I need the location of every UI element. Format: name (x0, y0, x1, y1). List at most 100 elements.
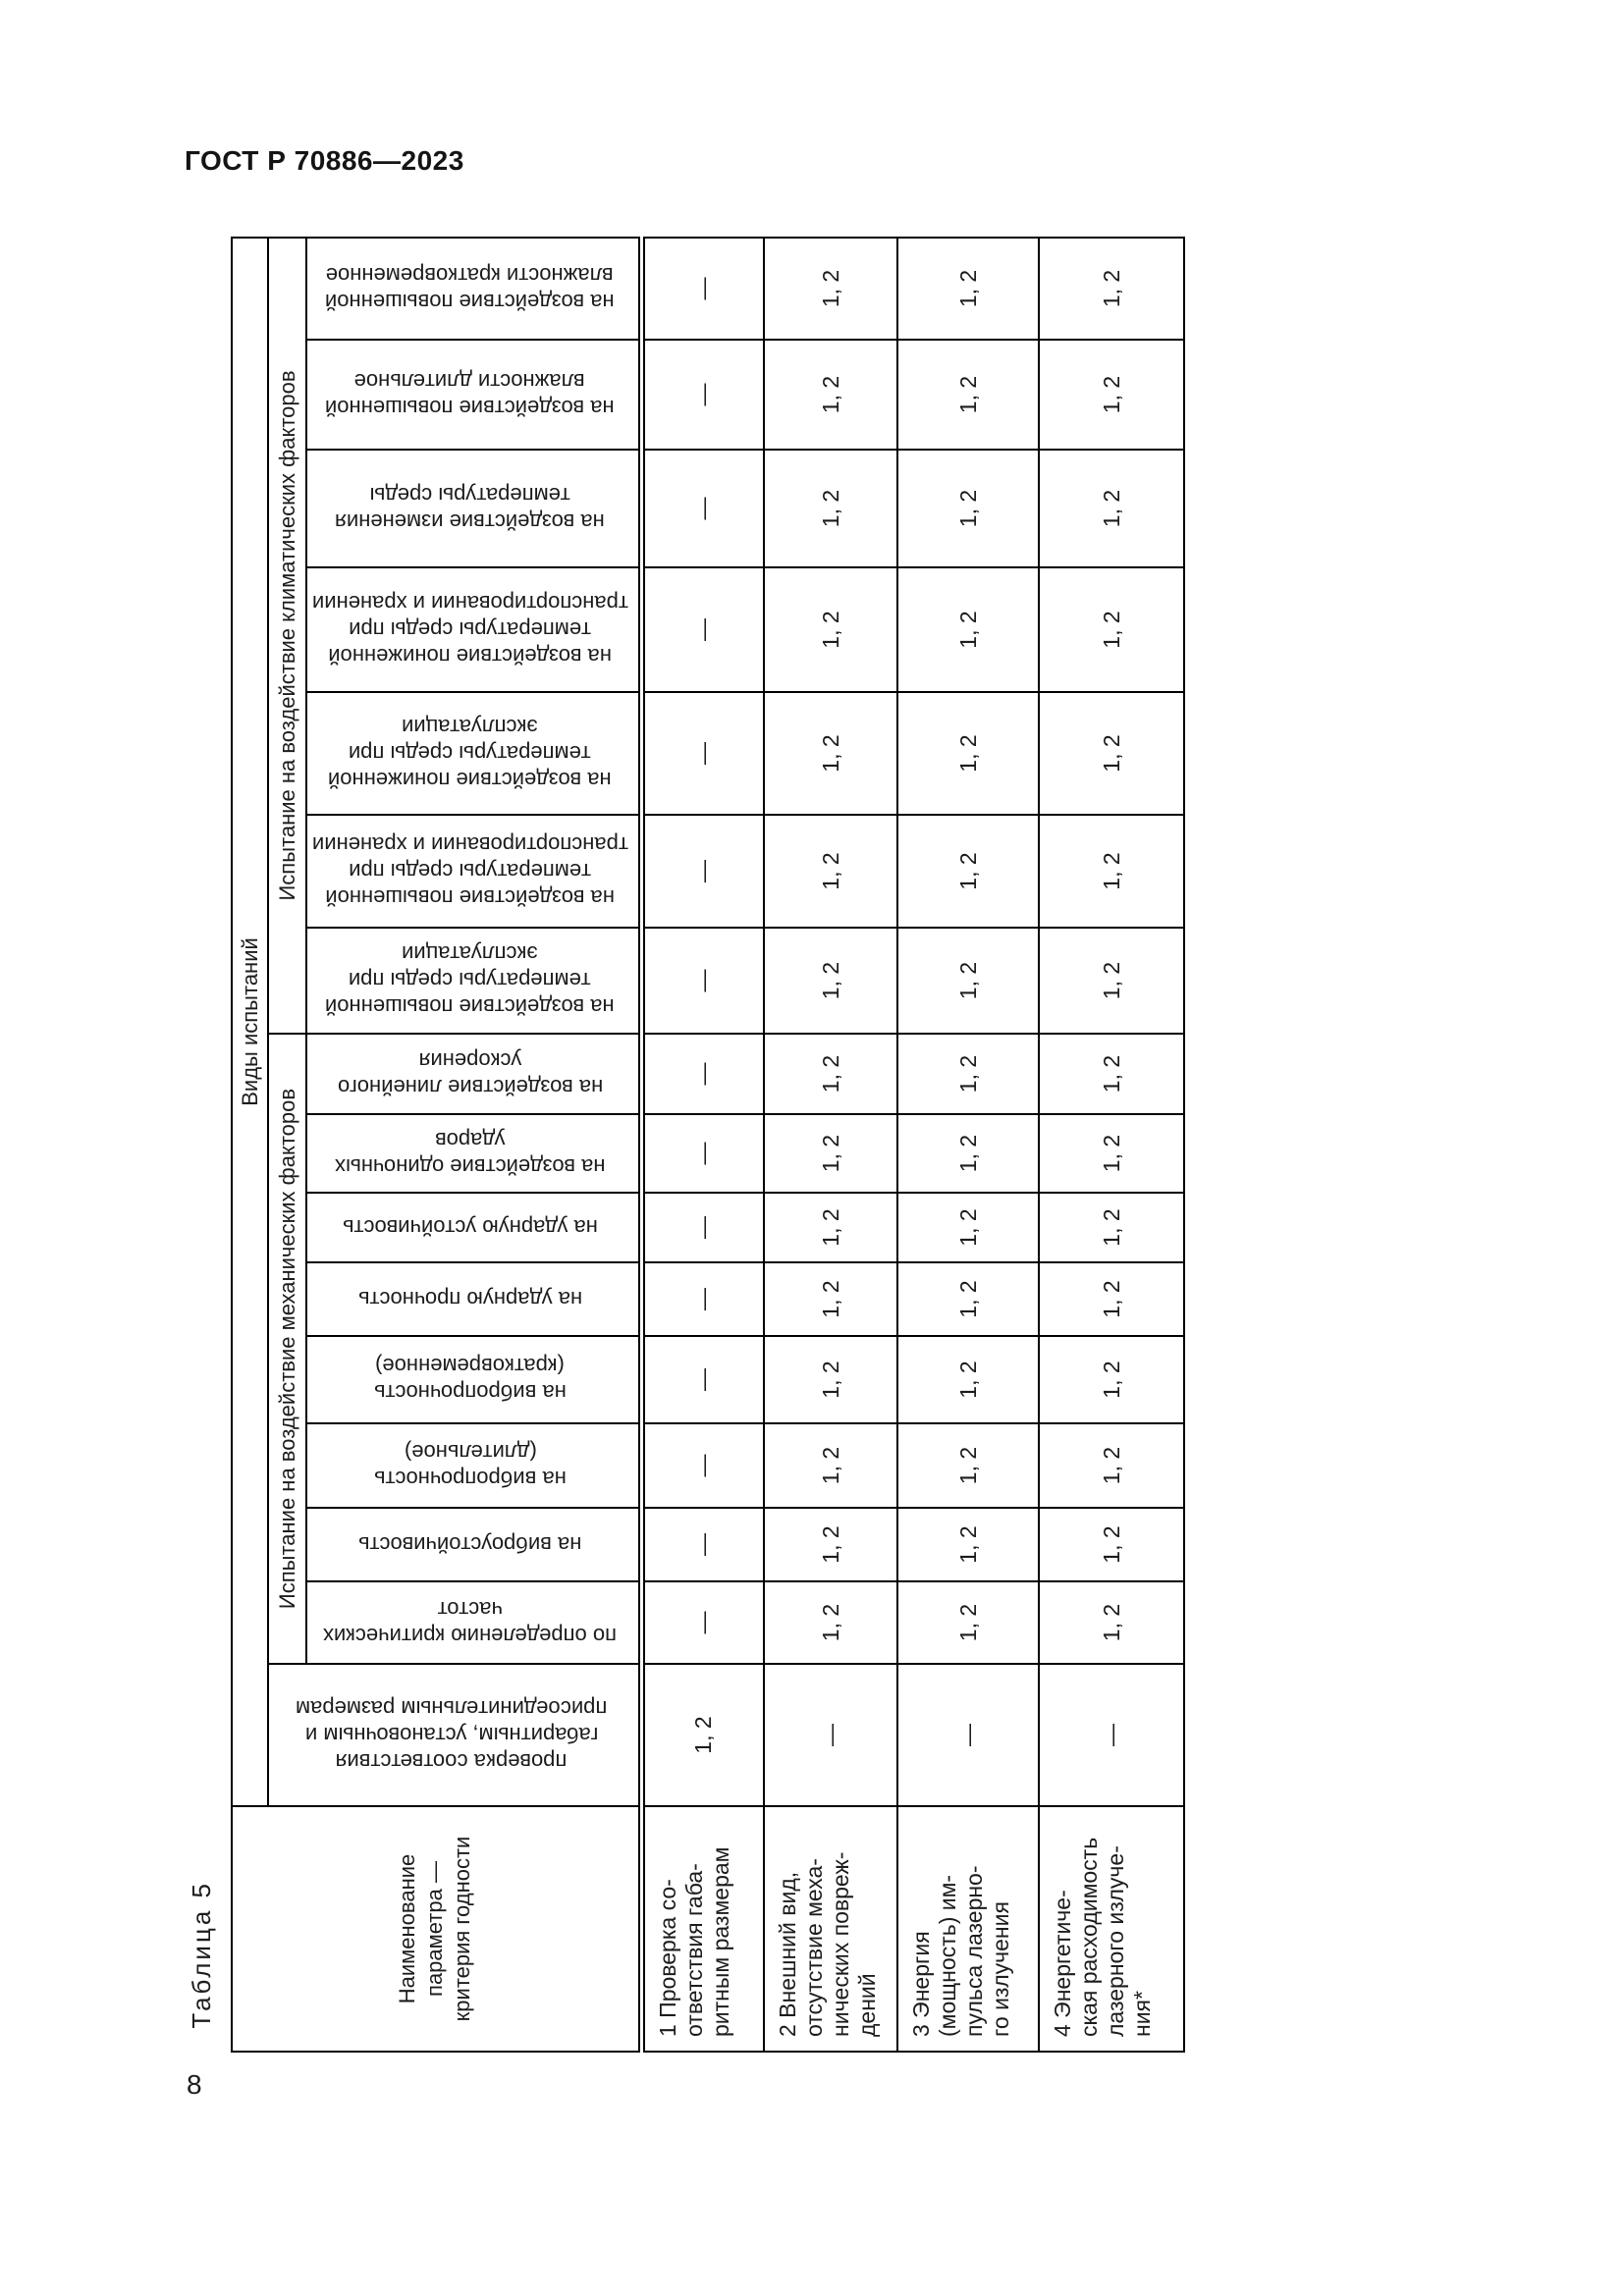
column-header-cell-text: на воздействие пониженной температуры ср… (311, 591, 628, 668)
value-cell: — (641, 1262, 764, 1336)
value-cell: — (641, 815, 764, 928)
column-header-cell-text: на воздействие повышенной влажности длит… (325, 369, 616, 420)
value-cell: — (641, 450, 764, 567)
value-cell: 1, 2 (897, 815, 1039, 928)
value-cell: — (641, 1193, 764, 1262)
column-header-cell: на воздействие линейного ускорения (306, 1034, 641, 1114)
factor-group-cell: Испытание на воздействие механических фа… (268, 1034, 306, 1664)
value-cell: 1, 2 (764, 1423, 897, 1508)
value-cell: 1, 2 (897, 928, 1039, 1034)
column-header-cell: на воздействие изменения температуры сре… (306, 450, 641, 567)
value-cell: 1, 2 (764, 1581, 897, 1664)
value-cell: — (641, 692, 764, 815)
column-header-cell-text: на воздействие линейного ускорения (337, 1048, 603, 1099)
value-cell: 1, 2 (1039, 340, 1184, 450)
column-header-cell: на воздействие пониженной температуры ср… (306, 567, 641, 692)
column-header-cell: на воздействие повышенной температуры ср… (306, 815, 641, 928)
column-header-cell: на воздействие повышенной температуры ср… (306, 928, 641, 1034)
value-cell: 1, 2 (764, 340, 897, 450)
value-cell: 1, 2 (764, 928, 897, 1034)
value-cell: 1, 2 (897, 237, 1039, 340)
value-cell: 1, 2 (897, 1581, 1039, 1664)
value-cell: 1, 2 (764, 1193, 897, 1262)
value-cell: 1, 2 (764, 567, 897, 692)
row-label-cell: 2 Внешний вид, отсутствие меха- нических… (764, 1806, 897, 2052)
column-header-cell-text: на воздействие повышенной влажности крат… (325, 262, 616, 314)
value-cell: 1, 2 (764, 1508, 897, 1581)
value-cell: — (641, 1508, 764, 1581)
column-header-cell-text: на виброустойчивость (358, 1532, 582, 1557)
column-header-cell: на вибропрочность (длительное) (306, 1423, 641, 1508)
table-caption: Таблица 5 (187, 1881, 216, 2029)
column-header-cell: на виброустойчивость (306, 1508, 641, 1581)
row-label-cell: 4 Энергетиче- ская расходимость лазерног… (1039, 1806, 1184, 2052)
value-cell: — (641, 1034, 764, 1114)
value-cell: — (1039, 1664, 1184, 1806)
factor-group-cell: Испытание на воздействие климатических ф… (268, 237, 306, 1034)
row-label-cell: 3 Энергия (мощность) им- пульса лазерно-… (897, 1806, 1039, 2052)
value-cell: — (897, 1664, 1039, 1806)
value-cell: — (641, 1114, 764, 1193)
value-cell: 1, 2 (764, 815, 897, 928)
value-cell: 1, 2 (1039, 1034, 1184, 1114)
value-cell: 1, 2 (1039, 450, 1184, 567)
column-header-cell: на воздействие повышенной влажности крат… (306, 237, 641, 340)
value-cell: 1, 2 (897, 1336, 1039, 1423)
column-header-cell: на воздействие одиночных ударов (306, 1114, 641, 1193)
standard-code-header: ГОСТ Р 70886—2023 (185, 145, 464, 176)
column-header-cell-text: на вибропрочность (кратковременное) (373, 1354, 567, 1406)
value-cell: 1, 2 (1039, 567, 1184, 692)
value-cell: 1, 2 (897, 1423, 1039, 1508)
value-cell: 1, 2 (764, 692, 897, 815)
value-cell: 1, 2 (1039, 692, 1184, 815)
value-cell: 1, 2 (1039, 1423, 1184, 1508)
column-header-cell-text: на воздействие повышенной температуры ср… (311, 832, 628, 910)
row-label-cell: 1 Проверка со- ответствия габа- ритным р… (641, 1806, 764, 2052)
table-row: 3 Энергия (мощность) им- пульса лазерно-… (897, 237, 1039, 2052)
value-cell: — (641, 1336, 764, 1423)
value-cell: 1, 2 (764, 450, 897, 567)
value-cell: 1, 2 (897, 450, 1039, 567)
column-header-cell-text: на вибропрочность (длительное) (373, 1440, 567, 1491)
column-header-cell: на воздействие пониженной температуры ср… (306, 692, 641, 815)
value-cell: 1, 2 (897, 1034, 1039, 1114)
value-cell: 1, 2 (764, 1336, 897, 1423)
value-cell: 1, 2 (1039, 1508, 1184, 1581)
value-cell: 1, 2 (897, 692, 1039, 815)
test-types-band-cell: Виды испытаний (232, 237, 268, 1806)
table-row: 2 Внешний вид, отсутствие меха- нических… (764, 237, 897, 2052)
value-cell: 1, 2 (764, 1262, 897, 1336)
column-header-cell: на воздействие повышенной влажности длит… (306, 340, 641, 450)
value-cell: 1, 2 (1039, 928, 1184, 1034)
page-number: 8 (187, 2069, 202, 2100)
column-header-cell-text: на воздействие повышенной температуры ср… (325, 941, 616, 1020)
dimension-check-header-cell-text: проверка соответствия габаритным, устано… (295, 1696, 607, 1774)
value-cell: — (641, 567, 764, 692)
value-cell: 1, 2 (1039, 237, 1184, 340)
column-header-cell-text: на ударную устойчивость (342, 1215, 598, 1240)
column-header-cell: на ударную прочность (306, 1262, 641, 1336)
column-header-cell: на ударную устойчивость (306, 1193, 641, 1262)
value-cell: — (641, 340, 764, 450)
column-header-cell-text: на воздействие изменения температуры сре… (335, 483, 606, 534)
value-cell: 1, 2 (764, 237, 897, 340)
value-cell: 1, 2 (641, 1664, 764, 1806)
value-cell: 1, 2 (1039, 1262, 1184, 1336)
rotated-table-wrapper: Наименование параметра — критерия годнос… (231, 236, 1185, 2053)
value-cell: 1, 2 (1039, 1336, 1184, 1423)
corner-header-cell: Наименование параметра — критерия годнос… (232, 1806, 641, 2052)
value-cell: 1, 2 (1039, 1114, 1184, 1193)
value-cell: 1, 2 (897, 1508, 1039, 1581)
column-header-cell-text: на воздействие пониженной температуры ср… (328, 715, 613, 792)
value-cell: — (641, 1581, 764, 1664)
value-cell: 1, 2 (1039, 1581, 1184, 1664)
column-header-cell-text: на воздействие одиночных ударов (335, 1128, 606, 1179)
table-row: 1 Проверка со- ответствия габа- ритным р… (641, 237, 764, 2052)
value-cell: 1, 2 (897, 567, 1039, 692)
value-cell: 1, 2 (1039, 1193, 1184, 1262)
value-cell: 1, 2 (764, 1114, 897, 1193)
column-header-cell: по определению критических частот (306, 1581, 641, 1664)
value-cell: 1, 2 (1039, 815, 1184, 928)
dimension-check-header-cell: проверка соответствия габаритным, устано… (268, 1664, 641, 1806)
